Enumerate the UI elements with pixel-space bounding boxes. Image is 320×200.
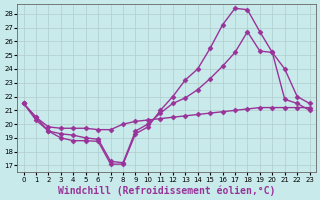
X-axis label: Windchill (Refroidissement éolien,°C): Windchill (Refroidissement éolien,°C) xyxy=(58,185,275,196)
